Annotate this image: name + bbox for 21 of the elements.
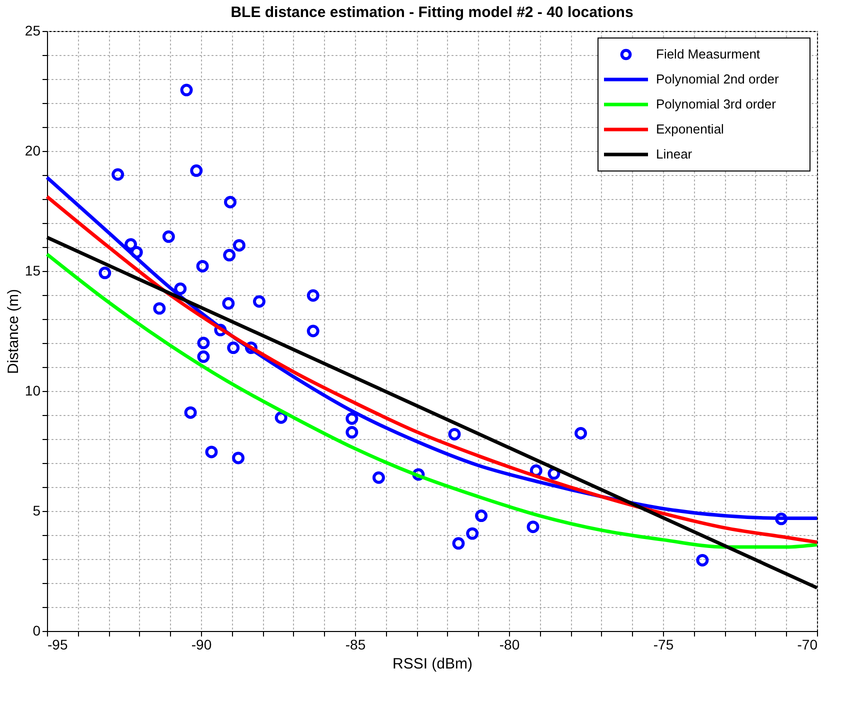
line-series xyxy=(45,252,819,549)
x-tick-label: -70 xyxy=(797,636,818,652)
x-tick-label: -75 xyxy=(653,636,674,652)
y-tick-label: 10 xyxy=(24,382,41,398)
x-tick-label: -80 xyxy=(499,636,520,652)
y-tick-label: 0 xyxy=(32,622,41,638)
x-tick-label: -85 xyxy=(345,636,366,652)
legend-label: Field Measurment xyxy=(656,46,760,62)
y-tick-label: 25 xyxy=(24,22,41,38)
y-tick-label: 15 xyxy=(24,262,41,278)
y-axis-title: Distance (m) xyxy=(4,288,22,374)
x-tick-label: -90 xyxy=(191,636,212,652)
y-tick-label: 5 xyxy=(32,502,41,518)
legend-label: Exponential xyxy=(656,122,724,136)
x-axis-title: RSSI (dBm) xyxy=(392,656,473,672)
legend-label: Polynomial 3rd order xyxy=(656,96,777,112)
x-tick-label: -95 xyxy=(48,636,68,652)
legend-label: Linear xyxy=(656,146,693,162)
chart-title: BLE distance estimation - Fitting model #2 - 40 locations xyxy=(230,4,634,21)
legend-label: Polynomial 2nd order xyxy=(656,72,780,86)
y-tick-label: 20 xyxy=(24,142,41,158)
